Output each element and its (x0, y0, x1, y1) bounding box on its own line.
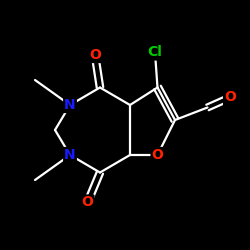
Text: O: O (89, 48, 101, 62)
Text: O: O (152, 148, 164, 162)
Text: N: N (64, 98, 76, 112)
Text: Cl: Cl (148, 46, 162, 60)
Text: O: O (82, 196, 94, 209)
Text: N: N (64, 148, 76, 162)
Text: O: O (224, 90, 236, 104)
